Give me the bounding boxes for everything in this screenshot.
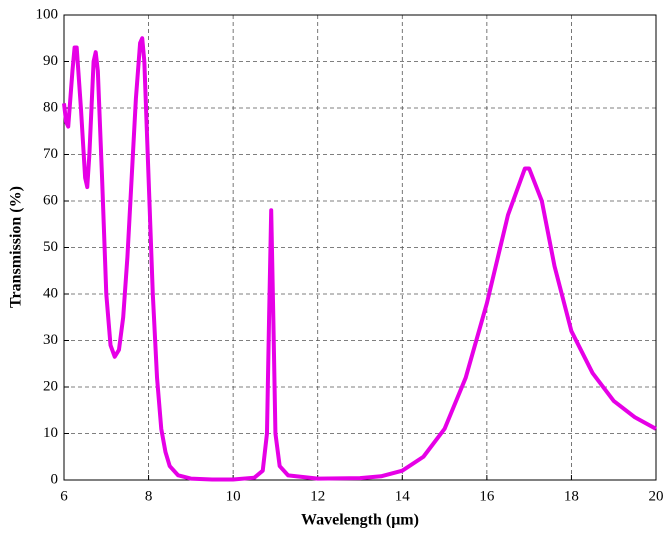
x-tick-label: 10: [226, 488, 241, 504]
x-axis-label: Wavelength (μm): [301, 512, 419, 529]
y-tick-label: 60: [43, 192, 58, 208]
y-axis-label: Transmission (%): [8, 186, 25, 308]
y-tick-label: 100: [36, 6, 59, 22]
x-tick-label: 8: [145, 488, 153, 504]
y-tick-label: 40: [43, 285, 58, 301]
y-tick-label: 70: [43, 146, 58, 162]
y-tick-label: 10: [43, 425, 58, 441]
x-tick-label: 16: [479, 488, 495, 504]
x-tick-label: 20: [649, 488, 664, 504]
y-tick-label: 50: [43, 239, 58, 255]
y-tick-label: 20: [43, 378, 58, 394]
y-tick-label: 90: [43, 53, 58, 69]
y-tick-label: 0: [51, 471, 59, 487]
y-tick-label: 30: [43, 332, 58, 348]
y-tick-label: 80: [43, 99, 58, 115]
x-tick-label: 12: [310, 488, 325, 504]
x-tick-label: 14: [395, 488, 411, 504]
data-line: [62, 36, 657, 482]
x-tick-label: 6: [60, 488, 68, 504]
x-tick-label: 18: [564, 488, 579, 504]
